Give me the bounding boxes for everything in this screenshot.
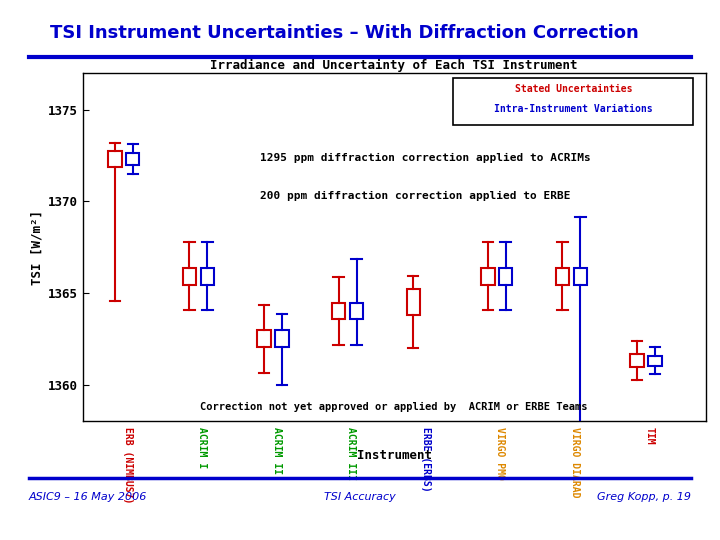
Text: Intra-Instrument Variations: Intra-Instrument Variations <box>494 104 652 114</box>
Text: 200 ppm diffraction correction applied to ERBE: 200 ppm diffraction correction applied t… <box>261 191 571 201</box>
Text: Greg Kopp, p. 19: Greg Kopp, p. 19 <box>597 492 691 502</box>
Text: ACRIM II: ACRIM II <box>271 427 282 474</box>
Text: TSI Instrument Uncertainties – With Diffraction Correction: TSI Instrument Uncertainties – With Diff… <box>50 24 639 42</box>
Bar <box>183 268 196 285</box>
Text: VIRGO PMO: VIRGO PMO <box>495 427 505 480</box>
Text: 1295 ppm diffraction correction applied to ACRIMs: 1295 ppm diffraction correction applied … <box>261 153 591 163</box>
Bar <box>630 354 644 367</box>
Bar <box>126 153 140 165</box>
Y-axis label: TSI [W/m²]: TSI [W/m²] <box>31 210 44 285</box>
Text: ASIC9 – 16 May 2006: ASIC9 – 16 May 2006 <box>29 492 147 502</box>
Title: Irradiance and Uncertainty of Each TSI Instrument: Irradiance and Uncertainty of Each TSI I… <box>210 59 578 72</box>
Bar <box>454 78 693 125</box>
Bar <box>332 303 346 320</box>
Bar <box>574 268 587 285</box>
Bar <box>556 268 569 285</box>
Bar <box>257 330 271 347</box>
Text: Stated Uncertainties: Stated Uncertainties <box>515 84 632 94</box>
Bar <box>201 268 214 285</box>
Bar <box>481 268 495 285</box>
Bar <box>108 151 122 167</box>
Bar <box>648 355 662 366</box>
Text: Correction not yet approved or applied by  ACRIM or ERBE Teams: Correction not yet approved or applied b… <box>200 402 588 413</box>
Bar <box>350 303 364 320</box>
Text: TSI Accuracy: TSI Accuracy <box>324 492 396 502</box>
Text: ACRIM I: ACRIM I <box>197 427 207 468</box>
Bar <box>407 289 420 315</box>
Bar <box>499 268 513 285</box>
Text: Instrument: Instrument <box>356 449 432 462</box>
Text: ACRIM III: ACRIM III <box>346 427 356 480</box>
Text: ERB (NIMBUS7): ERB (NIMBUS7) <box>122 427 132 503</box>
Text: ERBE (ERBS): ERBE (ERBS) <box>421 427 431 491</box>
Bar <box>275 330 289 347</box>
Text: VIRGO DIARAD: VIRGO DIARAD <box>570 427 580 497</box>
Text: TIM: TIM <box>644 427 654 444</box>
